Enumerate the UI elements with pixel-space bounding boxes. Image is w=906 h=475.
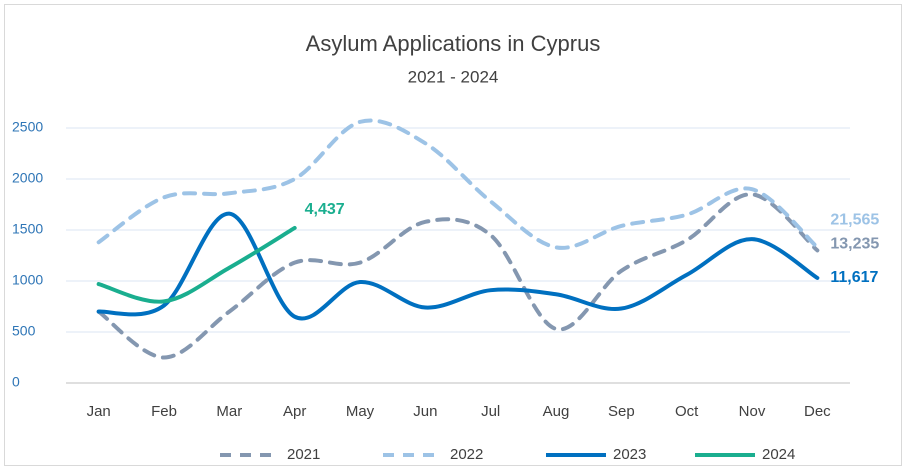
x-tick-label: Oct [675, 403, 699, 420]
x-tick-label: Jun [413, 403, 437, 420]
series-line [96, 118, 820, 250]
end-label: 21,565 [830, 212, 879, 229]
x-tick-label: Feb [151, 403, 177, 420]
legend-label: 2022 [450, 446, 483, 463]
y-tick-label: 500 [12, 323, 36, 339]
x-tick-label: Mar [216, 403, 242, 420]
y-tick-label: 1500 [12, 221, 43, 237]
x-tick-label: Sep [608, 403, 635, 420]
x-tick-label: Nov [739, 403, 766, 420]
x-tick-label: Jan [87, 403, 111, 420]
x-tick-label: Aug [543, 403, 570, 420]
y-tick-label: 0 [12, 374, 20, 390]
legend-label: 2024 [762, 446, 795, 463]
end-label: 13,235 [830, 236, 879, 253]
series-line [96, 225, 297, 304]
x-tick-label: Apr [283, 403, 306, 420]
y-tick-label: 2000 [12, 170, 43, 186]
x-tick-label: Jul [481, 403, 500, 420]
y-tick-label: 2500 [12, 119, 43, 135]
end-label: 11,617 [830, 269, 878, 286]
chart-border [4, 4, 902, 466]
series-line [96, 192, 820, 360]
x-tick-label: May [346, 403, 375, 420]
series-line [96, 211, 820, 321]
end-label: 4,437 [305, 201, 345, 218]
y-tick-label: 1000 [12, 272, 43, 288]
chart-subtitle: 2021 - 2024 [408, 67, 499, 86]
x-tick-label: Dec [804, 403, 831, 420]
chart-title: Asylum Applications in Cyprus [306, 31, 601, 56]
legend-label: 2023 [613, 446, 646, 463]
legend-label: 2021 [287, 446, 320, 463]
